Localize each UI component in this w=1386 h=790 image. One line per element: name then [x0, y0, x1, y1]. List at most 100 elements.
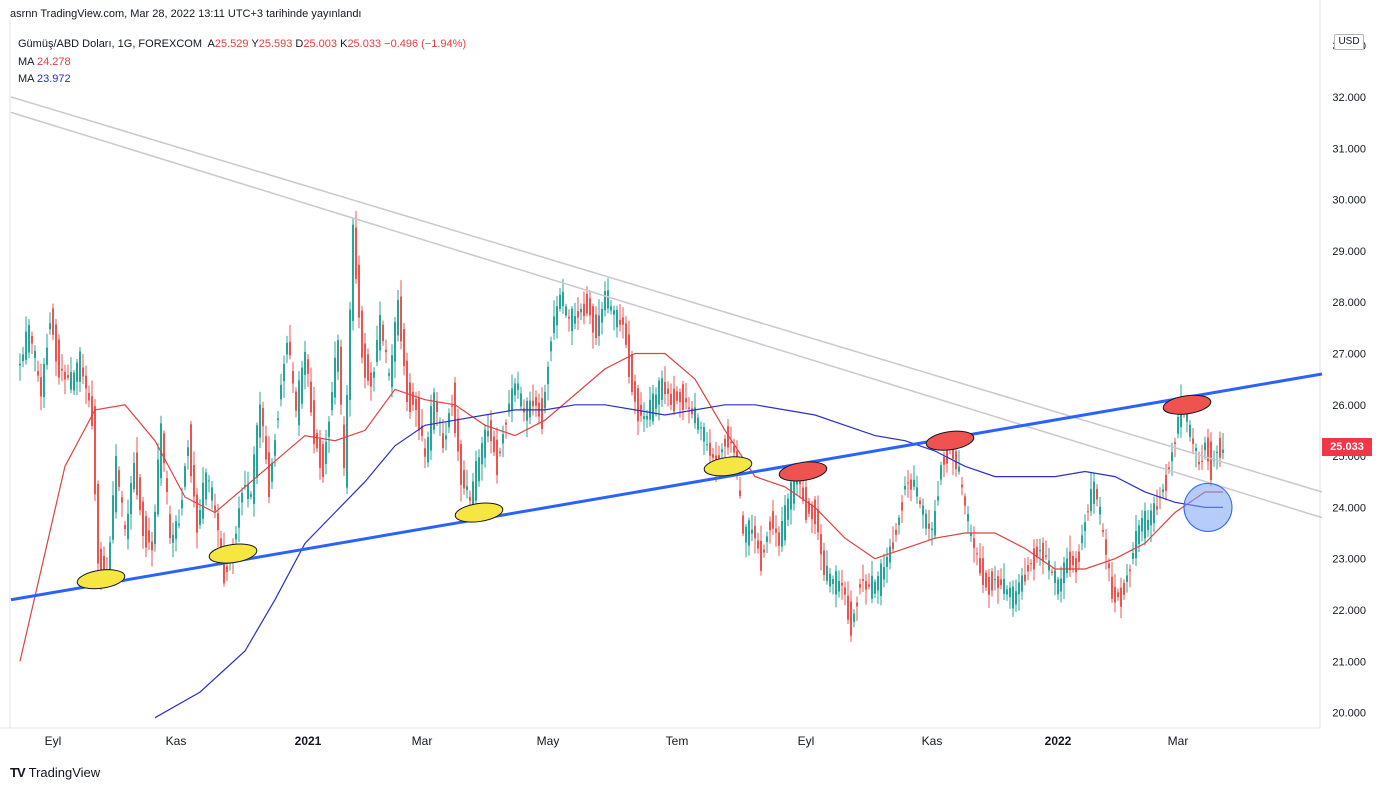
open-value: 25.529: [214, 38, 249, 50]
candle-body: [826, 565, 828, 581]
candle-body: [184, 466, 186, 487]
last-price-tag: 25.033: [1322, 438, 1372, 456]
candle-body: [436, 401, 438, 413]
candle-body: [307, 359, 309, 374]
candle-body: [496, 439, 498, 476]
candle-body: [70, 371, 72, 390]
candle-body: [883, 567, 885, 580]
y-tick-label: 22.000: [1332, 605, 1366, 617]
candle-body: [442, 433, 444, 449]
candle-body: [595, 314, 597, 339]
candle-body: [1153, 503, 1155, 524]
candle-body: [85, 375, 87, 389]
candle-body: [958, 466, 960, 472]
candle-body: [1084, 522, 1086, 532]
candle-body: [661, 378, 663, 400]
candle-body: [250, 494, 252, 497]
candle-body: [898, 517, 900, 525]
currency-badge[interactable]: USD: [1334, 34, 1364, 50]
candle-body: [265, 436, 267, 460]
candle-body: [841, 582, 843, 586]
candle-body: [301, 367, 303, 404]
candle-body: [163, 433, 165, 464]
candle-body: [1189, 424, 1191, 438]
candle-body: [424, 448, 426, 457]
candle-body: [1033, 548, 1035, 570]
candle-body: [415, 398, 417, 411]
candle-body: [40, 377, 42, 397]
x-tick-label: Tem: [666, 734, 689, 748]
candle-body: [1210, 441, 1212, 481]
candle-body: [640, 404, 642, 416]
candle-body: [271, 463, 273, 482]
candle-body: [724, 438, 726, 447]
candle-body: [526, 400, 528, 421]
candle-body: [973, 538, 975, 548]
candle-body: [1192, 438, 1194, 444]
candle-body: [889, 546, 891, 563]
candle-body: [115, 455, 117, 513]
candle-body: [856, 602, 858, 607]
candle-body: [817, 509, 819, 533]
candle-body: [520, 393, 522, 407]
candle-body: [1114, 587, 1116, 603]
candle-body: [430, 406, 432, 451]
candle-body: [565, 306, 567, 316]
candle-body: [943, 456, 945, 465]
candle-body: [1129, 569, 1131, 572]
high-label: Y: [251, 38, 259, 50]
candle-body: [982, 558, 984, 585]
ma1-value: 24.278: [36, 55, 71, 68]
candle-body: [583, 303, 585, 317]
candle-body: [76, 362, 78, 382]
candle-body: [211, 487, 213, 501]
candle-body: [403, 329, 405, 367]
x-tick-label: Kas: [922, 734, 943, 748]
candle-body: [244, 485, 246, 487]
candle-body: [1003, 578, 1005, 594]
footer-brand[interactable]: TV TradingView: [10, 765, 100, 780]
candle-body: [382, 324, 384, 342]
candle-body: [58, 339, 60, 378]
candle-body: [751, 529, 753, 534]
candle-body: [937, 496, 939, 501]
candle-body: [91, 396, 93, 426]
candle-body: [1087, 511, 1089, 513]
resistance-touch-marker: [1162, 394, 1212, 415]
candle-body: [682, 384, 684, 410]
y-tick-label: 30.000: [1332, 195, 1366, 207]
candle-body: [727, 426, 729, 448]
candle-body: [397, 300, 399, 336]
candle-body: [124, 525, 126, 529]
y-tick-label: 27.000: [1332, 348, 1366, 360]
candle-body: [784, 505, 786, 541]
candle-body: [1141, 518, 1143, 532]
candle-body: [979, 557, 981, 574]
candle-body: [622, 317, 624, 325]
candle-body: [292, 371, 294, 384]
candle-body: [472, 481, 474, 505]
symbol-title[interactable]: Gümüş/ABD Doları, 1G, FOREXCOM: [18, 38, 202, 50]
candle-body: [874, 581, 876, 594]
x-tick-label: Eyl: [45, 734, 62, 748]
candle-body: [994, 579, 996, 581]
candle-body: [712, 454, 714, 458]
candle-body: [175, 521, 177, 539]
legend-ma1-row[interactable]: MA 24.278: [18, 54, 466, 72]
trend-support-line: [10, 372, 1323, 602]
candle-body: [1000, 579, 1002, 586]
candle-body: [295, 391, 297, 411]
candle-body: [445, 435, 447, 440]
candle-body: [940, 465, 942, 480]
legend-ma2-row[interactable]: MA 23.972: [18, 71, 466, 89]
candle-body: [379, 315, 381, 351]
candle-body: [1024, 574, 1026, 582]
x-tick-label: Mar: [1168, 734, 1189, 748]
candle-body: [19, 363, 21, 366]
candle-body: [190, 424, 192, 477]
candle-body: [130, 483, 132, 515]
candle-body: [694, 407, 696, 424]
candle-body: [541, 398, 543, 429]
candle-body: [886, 556, 888, 567]
